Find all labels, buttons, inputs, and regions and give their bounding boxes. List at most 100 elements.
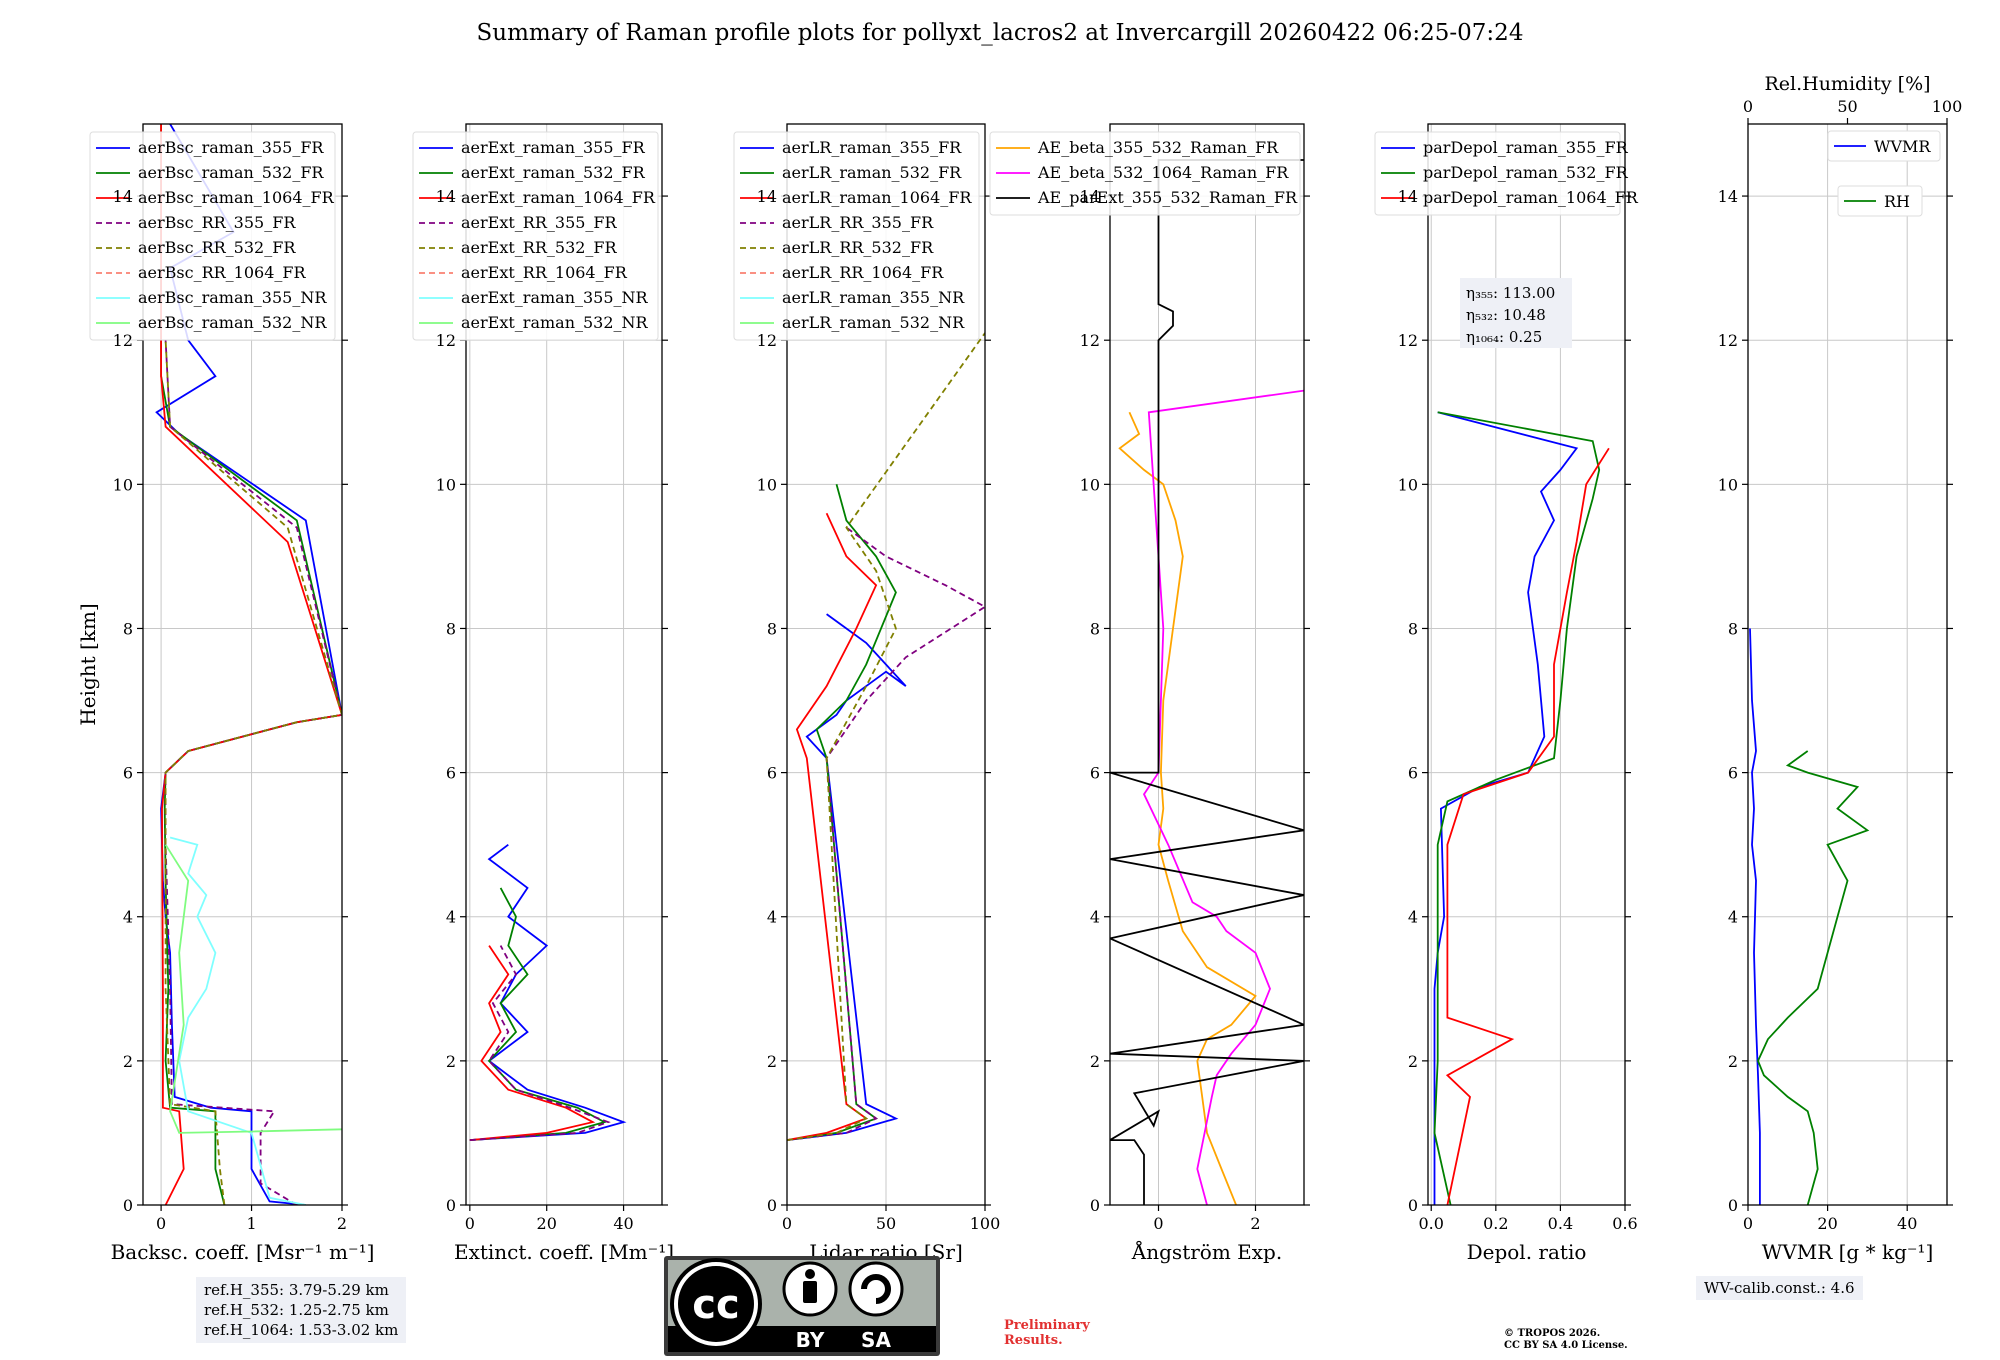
series-AE_beta_355_532_Raman_FR: [1118, 411, 1257, 1205]
axes-frame: [1747, 123, 1948, 1206]
legend-label: aerExt_RR_532_FR: [461, 238, 618, 257]
y-tick-label: 14: [436, 187, 456, 206]
y-tick-label: 4: [123, 908, 133, 927]
legend-label: aerExt_raman_532_NR: [461, 313, 649, 332]
series-aerLR_RR_355_FR: [787, 526, 985, 1141]
y-tick-label: 0: [1090, 1196, 1100, 1215]
prelim-line-2: Results.: [1004, 1333, 1063, 1348]
preliminary-results-note: Preliminary Results.: [1004, 1318, 1090, 1348]
panel-lidar_ratio: [733, 123, 991, 1211]
axes-frame: [465, 123, 663, 1206]
series-group: [787, 332, 985, 1141]
x-tick-label: 50: [876, 1214, 896, 1233]
legend-label: aerLR_raman_355_NR: [782, 288, 965, 307]
legend-box: [1827, 130, 1941, 162]
x-tick-label: 0: [1743, 1214, 1753, 1233]
cc-by-label: BY: [796, 1328, 825, 1352]
legend-box: [89, 131, 336, 341]
y-tick-label: 0: [123, 1196, 133, 1215]
axes-frame: [1109, 123, 1305, 1206]
legend-label: aerBsc_RR_532_FR: [138, 238, 296, 257]
panel-angstrom: [989, 123, 1310, 1211]
y-tick-label: 2: [767, 1052, 777, 1071]
x-tick-label: 0.0: [1419, 1214, 1444, 1233]
legend-label: aerBsc_raman_532_NR: [138, 313, 327, 332]
series-WVMR: [1749, 628, 1761, 1205]
legend: [989, 131, 1301, 216]
series-aerBsc_raman_1064_FR: [160, 124, 342, 1205]
y-tick-label: 10: [113, 475, 133, 494]
axes-frame: [142, 123, 343, 1206]
legend-label: aerExt_RR_355_FR: [461, 213, 618, 232]
legend-rh: [1837, 185, 1923, 217]
wv-calibration-constant: WV-calib.const.: 4.6: [1696, 1276, 1863, 1300]
legend-label: aerLR_raman_532_NR: [782, 313, 965, 332]
y-tick-label: 8: [1090, 619, 1100, 638]
x-axis-label: Depol. ratio: [1467, 1240, 1587, 1264]
y-tick-label: 6: [123, 764, 133, 783]
y-axis-label: Height [km]: [76, 603, 100, 725]
axes-frame: [1427, 123, 1626, 1206]
top-x-tick-label: 100: [1932, 97, 1963, 116]
legend-label: AE_parExt_355_532_Raman_FR: [1037, 188, 1298, 207]
y-tick-label: 10: [1398, 475, 1418, 494]
legend-box: [1837, 185, 1923, 217]
series-AE_parExt_355_532_Raman_FR: [1110, 159, 1304, 1205]
series-aerExt_raman_355_FR: [469, 843, 627, 1141]
y-tick-label: 8: [767, 619, 777, 638]
annotation-line: η₁₀₆₄: 0.25: [1466, 328, 1542, 346]
y-tick-label: 4: [1408, 908, 1418, 927]
legend-label: aerBsc_raman_355_NR: [138, 288, 327, 307]
x-tick-label: 0.2: [1483, 1214, 1508, 1233]
panel-backscatter: [89, 123, 348, 1211]
y-tick-label: 2: [446, 1052, 456, 1071]
y-tick-label: 6: [1408, 764, 1418, 783]
y-tick-label: 10: [1080, 475, 1100, 494]
legend-label: aerBsc_RR_1064_FR: [138, 263, 307, 282]
x-axis-label: Extinct. coeff. [Mm⁻¹]: [454, 1240, 674, 1264]
legend-label: aerLR_RR_532_FR: [782, 238, 934, 257]
legend-label: aerLR_raman_532_FR: [782, 163, 962, 182]
legend: [89, 131, 336, 341]
x-tick-label: 0: [782, 1214, 792, 1233]
y-tick-label: 12: [1398, 331, 1418, 350]
legend-label: aerLR_RR_355_FR: [782, 213, 934, 232]
copyright-line-2: CC BY SA 4.0 License.: [1504, 1340, 1628, 1351]
top-x-tick-label: 50: [1837, 97, 1857, 116]
y-tick-label: 6: [446, 764, 456, 783]
axes-frame: [786, 123, 986, 1206]
figure-title: Summary of Raman profile plots for polly…: [476, 20, 1524, 46]
cc-by-sa-logo: cc BY SA: [664, 1256, 940, 1356]
legend-label: aerExt_raman_355_NR: [461, 288, 649, 307]
copyright-note: © TROPOS 2026. CC BY SA 4.0 License.: [1504, 1328, 1628, 1352]
x-tick-label: 0.4: [1548, 1214, 1573, 1233]
legend-label: aerExt_raman_1064_FR: [461, 188, 656, 207]
legend-label: aerExt_raman_355_FR: [461, 138, 646, 157]
annotation-box: [1460, 278, 1572, 348]
copyright-line-1: © TROPOS 2026.: [1504, 1328, 1601, 1339]
x-tick-label: 40: [613, 1214, 633, 1233]
legend-label: aerBsc_raman_355_FR: [138, 138, 324, 157]
series-group: [1110, 159, 1304, 1205]
y-tick-label: 4: [446, 908, 456, 927]
legend: [412, 131, 659, 341]
cc-circle-inner-icon: [678, 1266, 754, 1342]
panel-extinction: [412, 123, 668, 1211]
legend-box: [1374, 131, 1621, 216]
legend-label: parDepol_raman_1064_FR: [1423, 188, 1639, 207]
legend-label: aerLR_raman_355_FR: [782, 138, 962, 157]
y-tick-label: 0: [1728, 1196, 1738, 1215]
series-parDepol_raman_355_FR: [1433, 411, 1579, 1205]
y-tick-label: 12: [1080, 331, 1100, 350]
legend-box: [733, 131, 980, 341]
y-tick-label: 8: [1408, 619, 1418, 638]
legend-label: AE_beta_532_1064_Raman_FR: [1037, 163, 1289, 182]
panel-water_vapor: [1742, 118, 1953, 1211]
annotation-line: η₃₅₅: 113.00: [1466, 284, 1555, 302]
series-aerExt_raman_532_FR: [469, 887, 607, 1141]
x-tick-label: 0.6: [1612, 1214, 1637, 1233]
legend-label: AE_beta_355_532_Raman_FR: [1037, 138, 1279, 157]
depol-calibration-annotation: [1460, 278, 1572, 348]
series-group: [469, 843, 627, 1141]
